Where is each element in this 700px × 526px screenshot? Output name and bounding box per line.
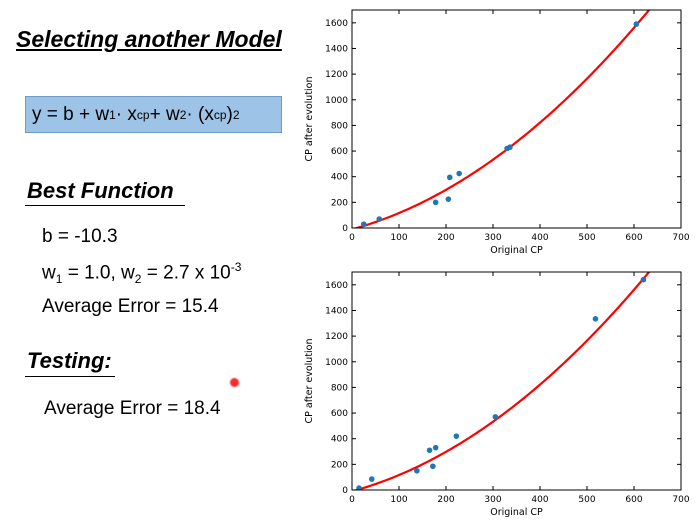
y-tick-label: 0	[342, 224, 348, 234]
y-tick-label: 1400	[325, 44, 348, 54]
y-tick-label: 200	[331, 198, 348, 208]
w1-value: = 1.0, w	[62, 262, 135, 284]
x-tick-label: 200	[437, 495, 454, 505]
x-tick-label: 600	[625, 233, 642, 243]
data-point	[414, 467, 420, 474]
training-chart: 0 200 400 600 800 1000 1200 1400 1600 0 100 200 300 4…	[298, 0, 700, 263]
data-point	[426, 447, 433, 454]
y-tick-label: 1000	[325, 358, 348, 368]
fit-curve	[352, 272, 651, 490]
y-tick-label: 400	[331, 173, 348, 183]
x-tick-label: 500	[578, 233, 595, 243]
data-point	[432, 199, 439, 206]
testing-chart: 0 200 400 600 800 1000 1200 1400 1600 0 100 200 300 4…	[298, 263, 700, 526]
y-tick-label: 1200	[325, 70, 348, 80]
testing-heading: Testing:	[27, 348, 112, 373]
testing-scatter-plot: 0 200 400 600 800 1000 1200 1400 1600 0 100 200 300 4…	[304, 271, 690, 518]
x-tick-label: 700	[672, 495, 689, 505]
data-point	[430, 463, 436, 470]
data-point	[507, 144, 513, 151]
data-point	[376, 216, 383, 222]
testing-underline	[25, 376, 115, 377]
formula-mid1: · x	[115, 103, 137, 125]
y-tick-label: 800	[331, 121, 348, 131]
data-point	[360, 221, 367, 227]
laser-pointer-dot	[229, 377, 240, 388]
data-point	[432, 444, 439, 451]
x-tick-label: 100	[390, 495, 407, 505]
x-axis-label: Original CP	[490, 507, 543, 518]
w2-sub: 2	[134, 272, 142, 287]
formula-square: 2	[232, 107, 240, 122]
plot-frame	[351, 9, 682, 229]
x-tick-label: 0	[349, 233, 355, 243]
y-tick-label: 1000	[325, 96, 348, 106]
data-point	[633, 21, 640, 27]
data-point	[356, 485, 362, 490]
training-scatter-plot: 0 200 400 600 800 1000 1200 1400 1600 0 100 200 300 4…	[304, 9, 690, 256]
data-point	[456, 170, 462, 177]
formula-cp-sub1: cp	[136, 107, 150, 122]
bias-value: b = -10.3	[42, 226, 118, 247]
formula-cp-sub2: cp	[213, 107, 227, 122]
testing-average-error: Average Error = 18.4	[44, 398, 221, 419]
formula-close: )	[226, 103, 233, 125]
x-tick-label: 300	[484, 233, 501, 243]
y-tick-label: 1400	[325, 306, 348, 316]
y-tick-label: 400	[331, 435, 348, 445]
y-tick-label: 600	[331, 409, 348, 419]
x-tick-label: 500	[578, 495, 595, 505]
x-tick-label: 400	[531, 233, 548, 243]
formula-mid2: + w	[149, 103, 180, 125]
w2-exponent: -3	[230, 260, 242, 274]
w2-value: = 2.7 x 10	[141, 262, 231, 284]
x-tick-label: 600	[625, 495, 642, 505]
x-tick-label: 100	[390, 233, 407, 243]
formula-lhs: y = b + w	[32, 103, 110, 125]
data-point	[453, 433, 460, 439]
x-tick-label: 400	[531, 495, 548, 505]
data-point	[446, 174, 453, 181]
data-point	[492, 414, 499, 420]
y-tick-label: 600	[331, 147, 348, 157]
y-axis-label: CP after evolution	[304, 76, 315, 161]
y-tick-label: 0	[342, 486, 348, 496]
data-point	[445, 196, 452, 202]
best-function-underline	[25, 205, 185, 206]
slide-title: Selecting another Model	[16, 26, 282, 52]
plot-frame	[351, 271, 682, 491]
data-point	[368, 476, 375, 482]
formula-mid3: · (x	[186, 103, 214, 125]
y-tick-label: 1200	[325, 332, 348, 342]
training-average-error: Average Error = 15.4	[42, 296, 219, 317]
weights-value: w1 = 1.0, w2 = 2.7 x 10-3	[42, 260, 241, 286]
y-tick-label: 800	[331, 383, 348, 393]
formula-w2-sub: 2	[179, 107, 187, 122]
y-axis-label: CP after evolution	[304, 338, 315, 423]
data-point	[640, 276, 647, 283]
x-tick-label: 200	[437, 233, 454, 243]
formula-w1-sub: 1	[109, 107, 116, 122]
y-tick-label: 1600	[325, 281, 348, 291]
w1-sub: 1	[55, 272, 63, 287]
x-axis-label: Original CP	[490, 245, 543, 256]
x-tick-label: 300	[484, 495, 501, 505]
y-tick-label: 200	[331, 460, 348, 470]
data-point	[592, 316, 599, 322]
fit-curve	[352, 10, 651, 228]
x-tick-label: 700	[672, 233, 689, 243]
x-tick-label: 0	[349, 495, 355, 505]
best-function-heading: Best Function	[27, 178, 174, 203]
w1-symbol: w	[42, 262, 56, 284]
y-tick-label: 1600	[325, 19, 348, 29]
